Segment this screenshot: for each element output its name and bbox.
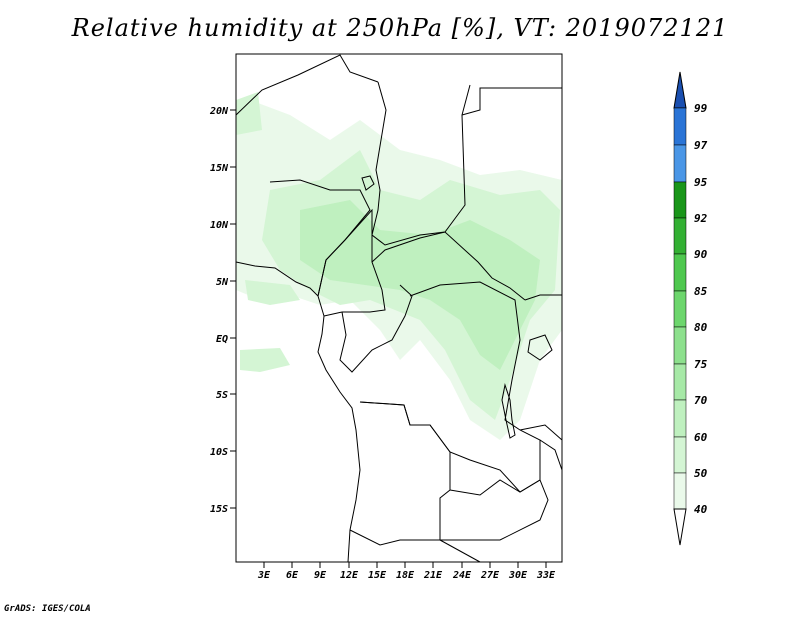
lake-chad [361, 175, 375, 191]
border-tanzania [519, 424, 563, 441]
humidity-band-high [300, 200, 540, 370]
lon-tick-9e: 9E [314, 570, 327, 581]
lat-tick-15s: 15S [210, 504, 228, 515]
colorbar-label-85: 85 [694, 285, 708, 298]
lat-tick-eq: EQ [216, 334, 228, 345]
colorbar-label-92: 92 [694, 212, 708, 225]
lon-tick-27e: 27E [480, 570, 500, 581]
lon-tick-12e: 12E [340, 570, 359, 581]
colorbar-label-40: 40 [694, 503, 708, 516]
border-nigeria [269, 179, 371, 297]
border-chad [371, 81, 471, 246]
colorbar-seg-60-70 [673, 399, 687, 438]
colorbar: 99 97 95 92 90 85 80 75 70 60 50 40 [673, 71, 708, 546]
border-angola [349, 401, 451, 546]
humidity-band-nw [236, 92, 262, 135]
border-east2 [539, 439, 563, 471]
lat-tick-20n: 20N [209, 106, 229, 117]
colorbar-top-arrow [673, 71, 687, 109]
borders [235, 54, 563, 563]
border-south [439, 539, 481, 563]
colorbar-seg-70-75 [673, 363, 687, 401]
lake-tanganyika [501, 383, 516, 439]
lat-tick-15n: 15N [210, 163, 229, 174]
lon-tick-30e: 30E [508, 570, 528, 581]
humidity-shading [236, 92, 562, 440]
lat-tick-10s: 10S [210, 447, 228, 458]
lat-axis: 20N 15N 10N 5N EQ 5S 10S 15S [209, 106, 236, 515]
lat-tick-5s: 5S [216, 390, 228, 401]
colorbar-seg-97-99 [673, 107, 687, 146]
footer-credit: GrADS: IGES/COLA [4, 604, 91, 614]
colorbar-seg-95-97 [673, 144, 687, 183]
colorbar-seg-75-80 [673, 326, 687, 365]
border-car [371, 231, 526, 301]
lat-tick-10n: 10N [210, 220, 229, 231]
humidity-band-coast [240, 348, 290, 372]
lat-tick-5n: 5N [216, 277, 229, 288]
map-title: Relative humidity at 250hPa [%], VT: 201… [71, 14, 729, 42]
colorbar-label-80: 80 [694, 321, 708, 334]
border-sudan [461, 87, 562, 116]
lon-tick-6e: 6E [286, 570, 299, 581]
colorbar-label-50: 50 [694, 467, 708, 480]
colorbar-bottom-arrow [673, 508, 687, 546]
lon-tick-3e: 3E [257, 570, 271, 581]
colorbar-label-90: 90 [694, 248, 708, 261]
colorbar-seg-40-50 [673, 472, 687, 510]
border-congo [339, 284, 413, 373]
colorbar-label-60: 60 [694, 431, 708, 444]
lon-axis: 3E 6E 9E 12E 15E 18E 21E 24E 27E 30E 33E [257, 562, 556, 581]
border-gabon [323, 311, 343, 317]
colorbar-seg-80-85 [673, 290, 687, 328]
border-niger [235, 54, 379, 116]
colorbar-seg-50-60 [673, 436, 687, 474]
colorbar-label-70: 70 [694, 394, 708, 407]
lake-victoria [527, 334, 553, 361]
lon-tick-15e: 15E [368, 570, 387, 581]
map-frame [235, 53, 563, 563]
colorbar-label-75: 75 [694, 358, 708, 371]
colorbar-label-95: 95 [694, 176, 708, 189]
lon-tick-33e: 33E [536, 570, 556, 581]
border-east [524, 294, 562, 301]
colorbar-seg-90-92 [673, 217, 687, 255]
lon-tick-21e: 21E [423, 570, 443, 581]
border-zambia [440, 479, 549, 541]
colorbar-seg-92-95 [673, 181, 687, 219]
lon-tick-24e: 24E [452, 570, 472, 581]
coastline-west [235, 261, 361, 563]
lon-tick-18e: 18E [396, 570, 415, 581]
colorbar-label-99: 99 [694, 102, 708, 115]
humidity-band-gulf [245, 280, 300, 305]
colorbar-label-97: 97 [694, 139, 708, 152]
colorbar-seg-85-90 [673, 253, 687, 292]
